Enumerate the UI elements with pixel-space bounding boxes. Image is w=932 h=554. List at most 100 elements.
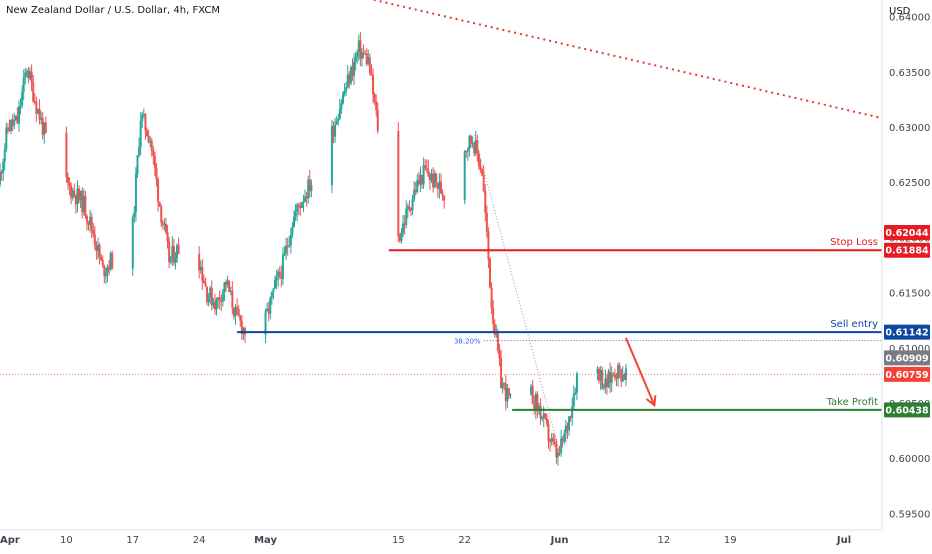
fib-diagonal-line: [473, 134, 561, 452]
candle: [169, 256, 172, 265]
y-tick-label: 0.61500: [889, 289, 930, 300]
candle: [563, 429, 566, 445]
candle: [564, 419, 567, 443]
y-tick-label: 0.64000: [889, 13, 930, 24]
candle: [231, 281, 234, 315]
candle: [533, 395, 536, 415]
candle: [103, 264, 106, 284]
candle: [617, 362, 620, 387]
candle: [402, 215, 405, 238]
candle: [79, 190, 82, 208]
candle: [605, 374, 608, 395]
candle: [149, 135, 152, 148]
candle: [612, 372, 615, 377]
candle: [348, 71, 351, 89]
candle: [421, 174, 424, 189]
candle: [174, 252, 177, 270]
candle: [161, 219, 164, 230]
candle: [210, 280, 213, 311]
descending-trendline[interactable]: [152, 0, 883, 120]
candle: [299, 202, 302, 216]
candle: [25, 68, 28, 78]
candle: [337, 113, 340, 126]
candle: [364, 49, 367, 56]
candle: [5, 122, 8, 153]
candle: [85, 214, 88, 231]
candle: [340, 99, 343, 114]
take-profit-price-badge: 0.60438: [884, 402, 930, 418]
candle: [35, 96, 38, 122]
candle: [98, 242, 101, 265]
candle: [163, 218, 166, 231]
candle: [172, 238, 175, 266]
stop-loss-price-badge: 0.61884: [884, 242, 930, 258]
candle: [568, 416, 571, 436]
candle: [199, 260, 202, 274]
candle: [345, 81, 348, 96]
projection-arrow[interactable]: [625, 337, 656, 406]
candle: [362, 44, 365, 59]
candle: [215, 297, 218, 316]
candle: [289, 227, 292, 254]
candle: [428, 172, 431, 190]
candle: [492, 300, 495, 333]
candle: [304, 189, 307, 203]
candle: [411, 194, 414, 215]
fib-level-label: 38.20%: [454, 338, 481, 346]
candle: [479, 159, 482, 173]
y-tick-label: 0.60000: [889, 454, 930, 465]
candle: [547, 419, 550, 449]
candle: [68, 177, 71, 196]
candle: [294, 204, 297, 222]
candle: [201, 259, 204, 290]
candle: [435, 173, 438, 188]
candle: [465, 150, 468, 158]
candle: [234, 304, 237, 325]
candle: [267, 301, 270, 322]
candle: [97, 237, 99, 260]
candle: [503, 382, 506, 391]
candle: [11, 114, 14, 132]
candle: [66, 172, 69, 190]
candle: [275, 269, 278, 290]
candle: [370, 64, 373, 76]
candle: [221, 288, 224, 307]
candle: [223, 281, 226, 302]
candle: [473, 141, 476, 157]
candle: [24, 67, 27, 85]
candle: [152, 145, 155, 165]
candle: [0, 162, 1, 188]
x-tick-label: 12: [658, 535, 671, 546]
candle: [93, 225, 96, 251]
x-tick-label: Jun: [550, 535, 569, 546]
candle: [356, 49, 359, 64]
candle: [398, 233, 401, 243]
candle: [100, 253, 103, 261]
candle: [367, 49, 370, 66]
candle: [531, 379, 534, 405]
price-badge-text: 0.61884: [885, 246, 929, 257]
candle: [65, 126, 68, 183]
candle: [609, 362, 612, 393]
candle: [498, 343, 501, 366]
candle: [286, 237, 289, 256]
candle: [550, 432, 553, 446]
candle: [297, 202, 300, 215]
candle: [330, 120, 333, 193]
x-tick-label: 15: [392, 535, 405, 546]
candle: [574, 387, 577, 396]
candle: [477, 150, 480, 170]
candle: [176, 243, 179, 263]
candle: [432, 167, 435, 193]
candle: [405, 200, 408, 229]
candle: [131, 214, 134, 277]
candle: [78, 185, 81, 204]
candle: [427, 159, 430, 178]
candle: [104, 267, 107, 284]
candle: [84, 190, 87, 219]
chart-title: New Zealand Dollar / U.S. Dollar, 4h, FX…: [6, 5, 220, 16]
candle: [397, 122, 400, 243]
candle: [463, 149, 466, 205]
candle: [10, 119, 13, 135]
